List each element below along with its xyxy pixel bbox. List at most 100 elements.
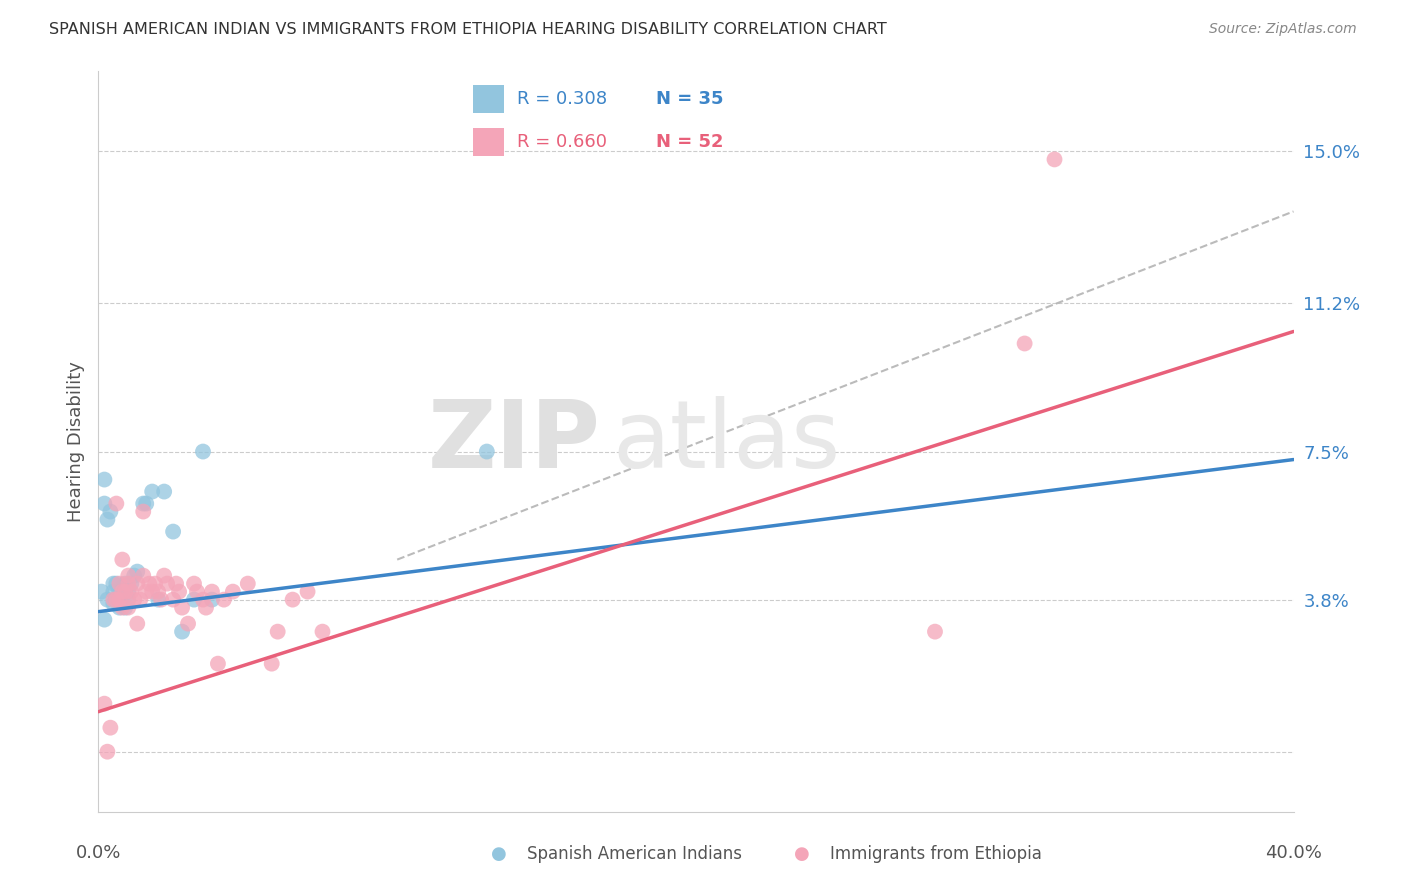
Point bbox=[153, 484, 176, 499]
Point bbox=[117, 568, 139, 582]
Point bbox=[127, 576, 149, 591]
Point bbox=[183, 576, 205, 591]
Point bbox=[1043, 153, 1066, 167]
Point bbox=[111, 581, 134, 595]
Point bbox=[120, 576, 142, 591]
Text: N = 52: N = 52 bbox=[655, 133, 723, 151]
Point bbox=[93, 497, 115, 511]
Point bbox=[117, 584, 139, 599]
Point bbox=[191, 592, 214, 607]
Point bbox=[177, 616, 200, 631]
Point bbox=[141, 484, 163, 499]
Point bbox=[127, 565, 149, 579]
Point bbox=[105, 592, 128, 607]
Text: SPANISH AMERICAN INDIAN VS IMMIGRANTS FROM ETHIOPIA HEARING DISABILITY CORRELATI: SPANISH AMERICAN INDIAN VS IMMIGRANTS FR… bbox=[49, 22, 887, 37]
Point bbox=[114, 600, 136, 615]
Point bbox=[135, 497, 157, 511]
Point bbox=[162, 524, 184, 539]
Point bbox=[183, 592, 205, 607]
Point bbox=[156, 576, 179, 591]
Point bbox=[105, 576, 128, 591]
Point bbox=[236, 576, 259, 591]
Point bbox=[108, 584, 131, 599]
Y-axis label: Hearing Disability: Hearing Disability bbox=[66, 361, 84, 522]
Text: N = 35: N = 35 bbox=[655, 90, 723, 108]
Point bbox=[924, 624, 946, 639]
Point bbox=[111, 552, 134, 566]
Point bbox=[108, 576, 131, 591]
Point bbox=[93, 473, 115, 487]
Point bbox=[186, 584, 208, 599]
Point bbox=[475, 444, 498, 458]
Point bbox=[167, 584, 190, 599]
Point bbox=[108, 597, 131, 611]
Point bbox=[132, 568, 155, 582]
Point bbox=[98, 721, 122, 735]
Bar bbox=[474, 128, 505, 156]
Point bbox=[222, 584, 245, 599]
Point bbox=[120, 584, 142, 599]
Point bbox=[162, 592, 184, 607]
Text: ●: ● bbox=[491, 846, 508, 863]
Point bbox=[143, 576, 166, 591]
Point bbox=[172, 624, 194, 639]
Point bbox=[148, 584, 170, 599]
Point bbox=[103, 597, 125, 611]
Point bbox=[172, 600, 194, 615]
Point bbox=[153, 568, 176, 582]
Point bbox=[132, 505, 155, 519]
Point bbox=[103, 576, 125, 591]
Point bbox=[1014, 336, 1036, 351]
Point bbox=[127, 616, 149, 631]
Text: atlas: atlas bbox=[613, 395, 841, 488]
Point bbox=[103, 584, 125, 599]
Point bbox=[114, 576, 136, 591]
Point bbox=[138, 576, 160, 591]
Point bbox=[98, 505, 122, 519]
Text: 0.0%: 0.0% bbox=[76, 844, 121, 862]
Point bbox=[117, 592, 139, 607]
Point bbox=[150, 592, 173, 607]
Point bbox=[117, 576, 139, 591]
Point bbox=[201, 584, 224, 599]
Point bbox=[135, 584, 157, 599]
Point bbox=[132, 497, 155, 511]
Text: R = 0.660: R = 0.660 bbox=[516, 133, 606, 151]
Point bbox=[114, 584, 136, 599]
Point bbox=[212, 592, 235, 607]
Point bbox=[297, 584, 319, 599]
Text: Spanish American Indians: Spanish American Indians bbox=[527, 846, 742, 863]
Point bbox=[267, 624, 290, 639]
Point bbox=[103, 592, 125, 607]
Point bbox=[129, 592, 152, 607]
Point bbox=[111, 592, 134, 607]
Point bbox=[93, 697, 115, 711]
Point bbox=[108, 600, 131, 615]
Point bbox=[201, 592, 224, 607]
Point bbox=[96, 512, 118, 526]
Text: ●: ● bbox=[793, 846, 810, 863]
Text: Immigrants from Ethiopia: Immigrants from Ethiopia bbox=[830, 846, 1042, 863]
Point bbox=[165, 576, 187, 591]
Point bbox=[96, 745, 118, 759]
Text: R = 0.308: R = 0.308 bbox=[516, 90, 607, 108]
Point bbox=[191, 444, 214, 458]
Point bbox=[117, 600, 139, 615]
Point bbox=[111, 584, 134, 599]
Point bbox=[96, 592, 118, 607]
Point bbox=[148, 592, 170, 607]
Point bbox=[141, 584, 163, 599]
Point bbox=[111, 600, 134, 615]
Point bbox=[108, 592, 131, 607]
Point bbox=[93, 613, 115, 627]
Point bbox=[124, 592, 146, 607]
Text: 40.0%: 40.0% bbox=[1265, 844, 1322, 862]
Point bbox=[311, 624, 333, 639]
Point bbox=[90, 584, 112, 599]
Point bbox=[105, 497, 128, 511]
Bar bbox=[474, 85, 505, 112]
Point bbox=[260, 657, 283, 671]
Point bbox=[124, 568, 146, 582]
Point bbox=[105, 592, 128, 607]
Text: ZIP: ZIP bbox=[427, 395, 600, 488]
